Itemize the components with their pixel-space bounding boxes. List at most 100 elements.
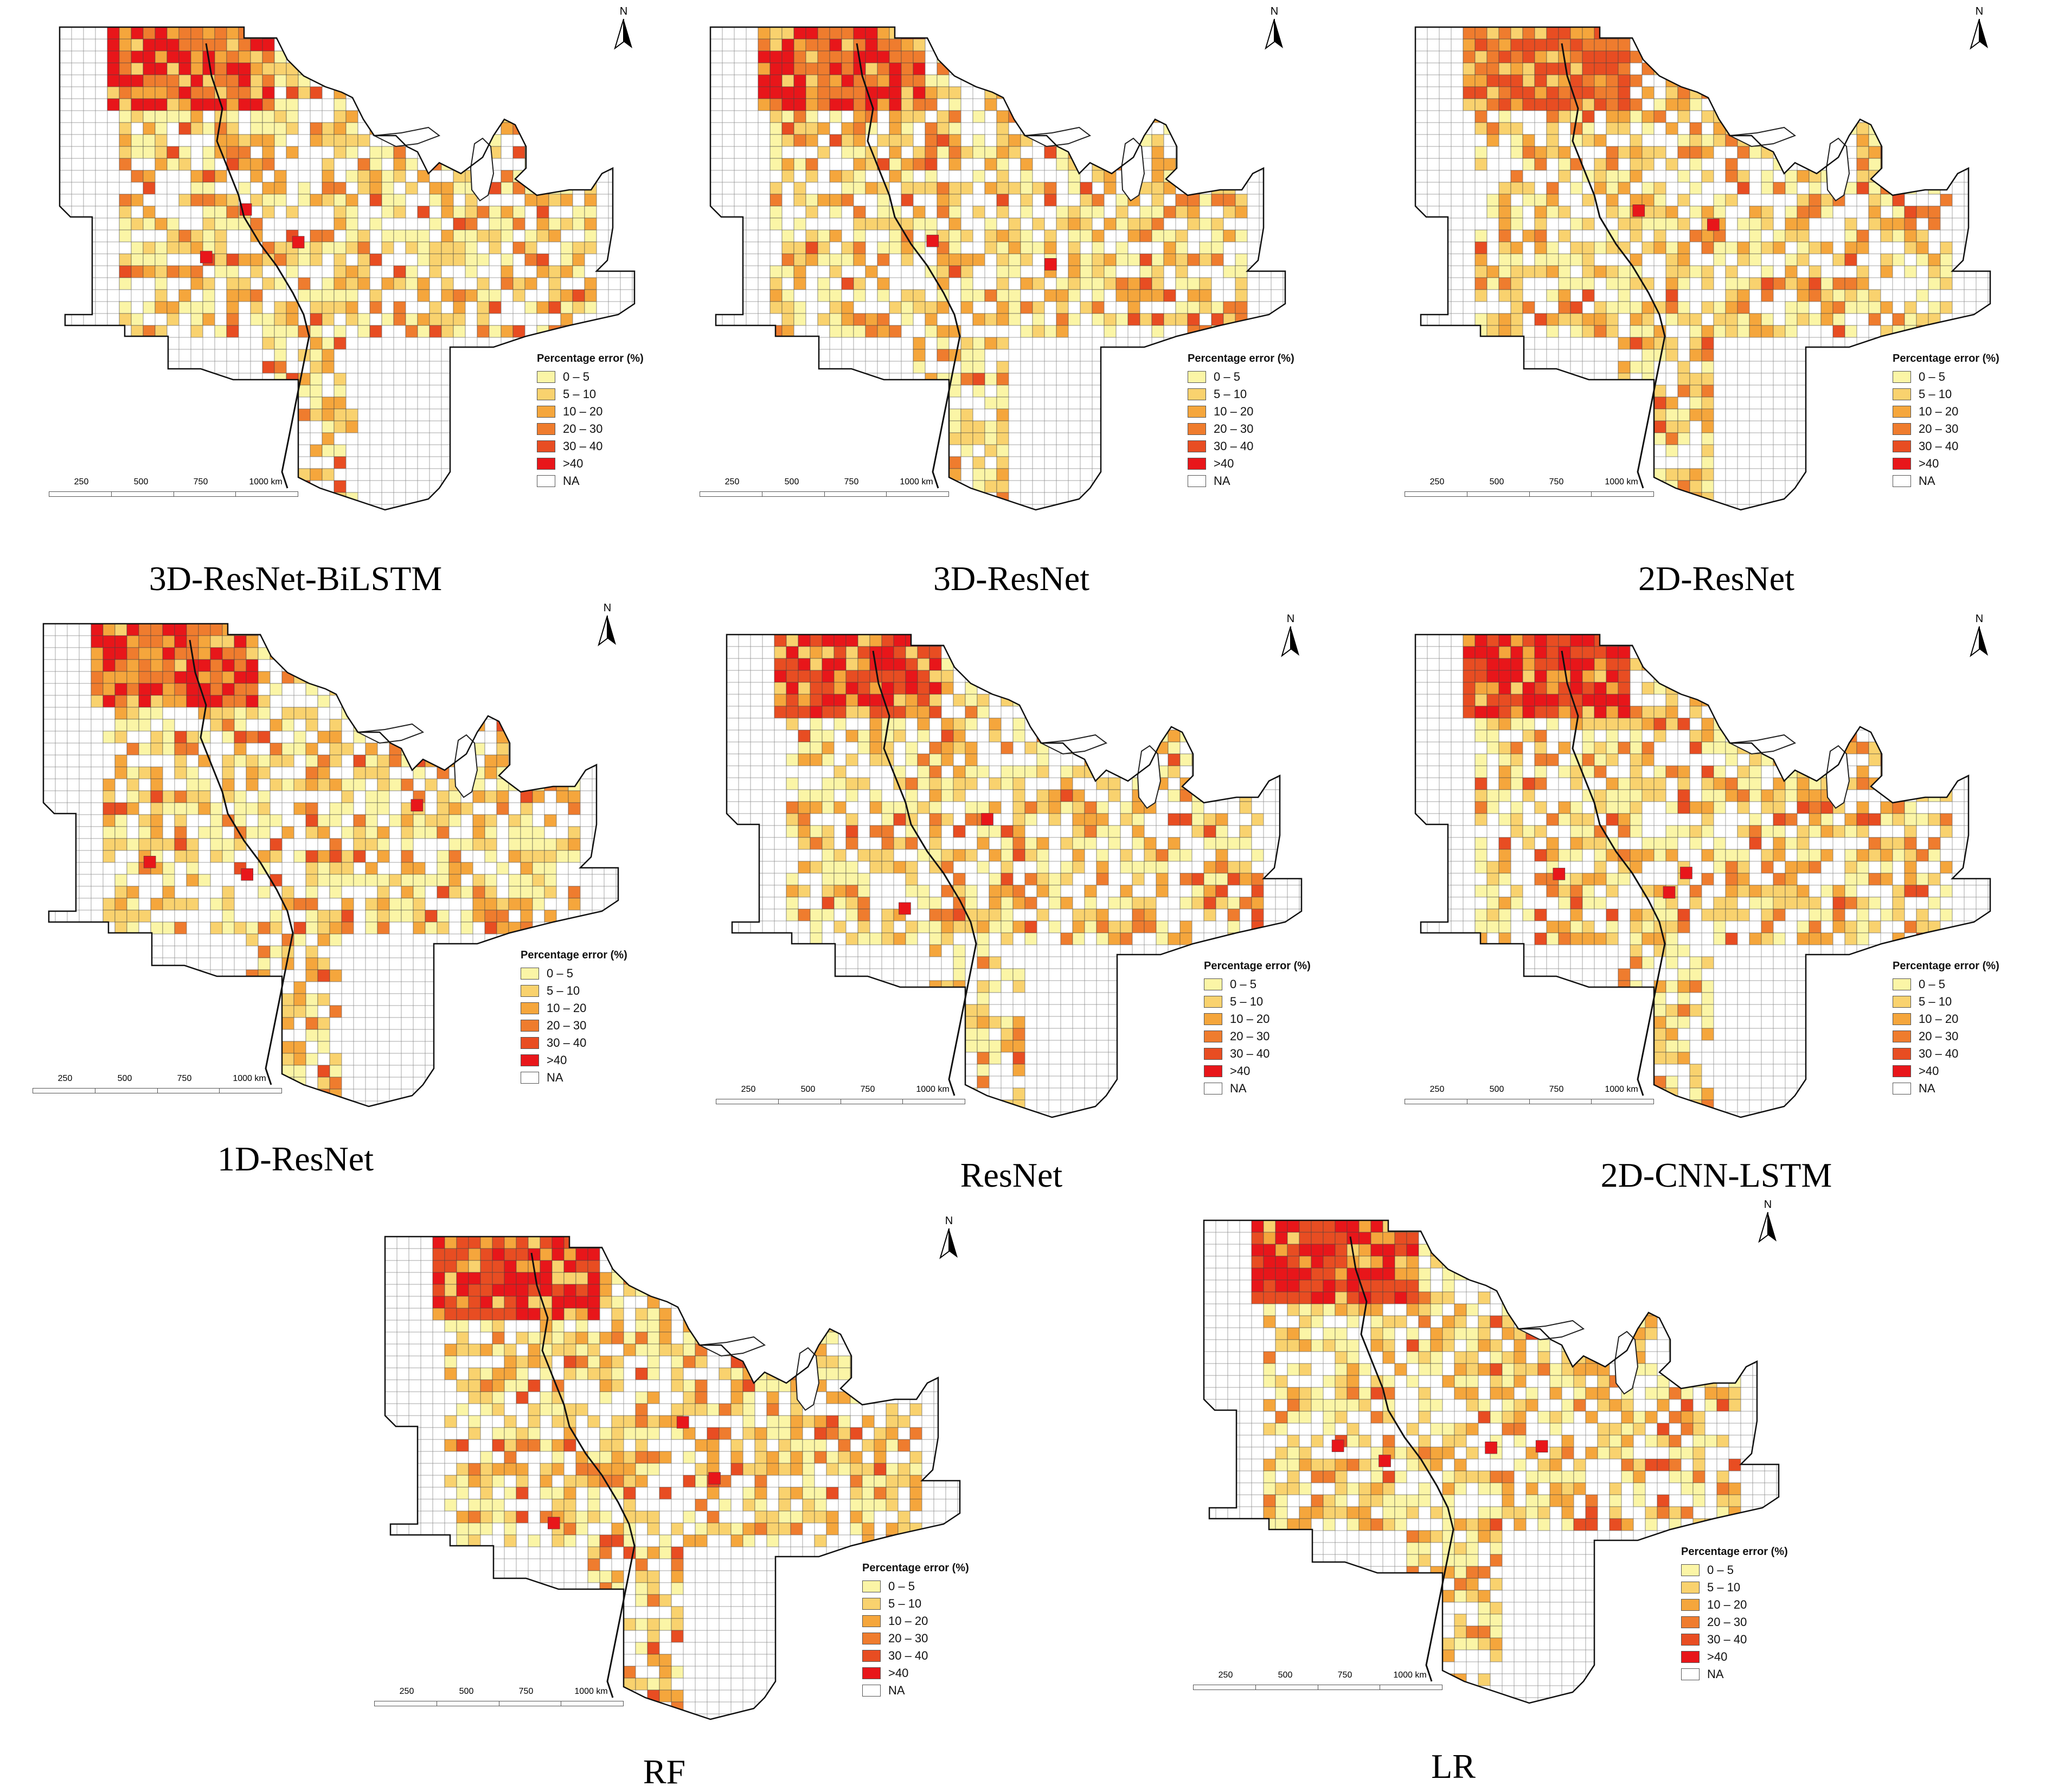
- legend-label: 20 – 30: [1230, 1029, 1269, 1044]
- legend-title: Percentage error (%): [521, 949, 627, 962]
- legend-swatch: [1188, 406, 1206, 418]
- legend-item: 10 – 20: [521, 1000, 627, 1017]
- legend-label: NA: [1707, 1667, 1724, 1681]
- legend-label: 30 – 40: [1707, 1633, 1747, 1647]
- legend-swatch: [862, 1615, 881, 1627]
- legend-item: NA: [521, 1069, 627, 1086]
- model-caption: 2D-ResNet: [1638, 559, 1794, 599]
- legend-label: 30 – 40: [563, 439, 602, 453]
- north-arrow-icon: [1969, 18, 1990, 50]
- legend-item: 0 – 5: [1188, 368, 1294, 386]
- north-arrow-icon: [1757, 1211, 1779, 1244]
- legend-label: NA: [888, 1684, 905, 1698]
- legend-swatch: [1893, 475, 1911, 487]
- model-caption: ResNet: [960, 1155, 1062, 1195]
- legend-swatch: [1893, 371, 1911, 383]
- north-arrow-icon: [938, 1227, 960, 1260]
- scale-tick-label: 750: [519, 1687, 534, 1697]
- legend-swatch: [1204, 978, 1222, 990]
- legend-item: 30 – 40: [1681, 1631, 1788, 1648]
- legend-item: 0 – 5: [1204, 976, 1311, 993]
- legend-label: NA: [1214, 474, 1230, 488]
- legend-swatch: [862, 1667, 881, 1679]
- legend-label: NA: [563, 474, 580, 488]
- legend-label: 20 – 30: [1707, 1615, 1747, 1629]
- legend-item: 20 – 30: [1681, 1614, 1788, 1631]
- legend-label: 5 – 10: [563, 387, 596, 401]
- legend-item: 20 – 30: [1188, 420, 1294, 438]
- scale-tick-label: 750: [1338, 1671, 1352, 1680]
- model-caption: 3D-ResNet: [933, 559, 1089, 599]
- legend-item: NA: [862, 1682, 969, 1699]
- legend-label: 5 – 10: [1707, 1580, 1740, 1595]
- legend-label: 30 – 40: [1919, 439, 1958, 453]
- scale-tick-label: 250: [1430, 477, 1445, 487]
- legend-swatch: [1893, 458, 1911, 470]
- scale-tick-label: 250: [725, 477, 740, 487]
- model-caption: RF: [643, 1752, 685, 1792]
- north-arrow: N: [1963, 5, 1996, 53]
- north-arrow-icon: [1280, 625, 1301, 658]
- legend-item: 20 – 30: [537, 420, 644, 438]
- legend-swatch: [1893, 1083, 1911, 1095]
- legend-label: 5 – 10: [1214, 387, 1247, 401]
- scale-tick-label: 1000 km: [900, 477, 933, 487]
- legend-item: NA: [1681, 1666, 1788, 1683]
- legend-item: >40: [1893, 455, 1999, 472]
- legend-swatch: [1188, 371, 1206, 383]
- legend-label: 5 – 10: [1919, 387, 1952, 401]
- legend-swatch: [1893, 1031, 1911, 1042]
- legend-swatch: [1188, 458, 1206, 470]
- legend-label: 20 – 30: [563, 422, 602, 436]
- scale-tick-label: 500: [801, 1085, 816, 1095]
- north-arrow: N: [1752, 1199, 1784, 1246]
- legend-item: >40: [1188, 455, 1294, 472]
- legend-item: 5 – 10: [1893, 993, 1999, 1010]
- legend-swatch: [1893, 388, 1911, 400]
- legend-label: 0 – 5: [1707, 1563, 1734, 1577]
- legend-label: 30 – 40: [547, 1036, 586, 1050]
- scale-tick-label: 1000 km: [233, 1074, 266, 1084]
- legend-swatch: [1893, 440, 1911, 452]
- legend-item: 30 – 40: [1188, 438, 1294, 455]
- legend-item: 30 – 40: [537, 438, 644, 455]
- legend-label: 0 – 5: [1919, 977, 1945, 991]
- legend-swatch: [1188, 475, 1206, 487]
- legend-swatch: [537, 423, 555, 435]
- north-arrow-icon: [613, 18, 634, 50]
- legend-item: 0 – 5: [521, 965, 627, 982]
- legend-item: 30 – 40: [521, 1034, 627, 1052]
- scale-tick-label: 250: [1430, 1085, 1445, 1095]
- legend-label: 0 – 5: [1919, 370, 1945, 384]
- north-label: N: [1274, 613, 1307, 625]
- scale-tick-label: 750: [1549, 1085, 1564, 1095]
- north-arrow: N: [1258, 5, 1291, 53]
- legend-title: Percentage error (%): [1893, 960, 1999, 972]
- legend-swatch: [1893, 423, 1911, 435]
- scale-tick-label: 500: [1278, 1671, 1293, 1680]
- legend-item: >40: [521, 1052, 627, 1069]
- legend-swatch: [1188, 440, 1206, 452]
- legend-swatch: [1188, 423, 1206, 435]
- legend-swatch: [1204, 1013, 1222, 1025]
- legend-label: 0 – 5: [547, 967, 573, 981]
- legend-label: >40: [563, 457, 583, 471]
- legend-label: 10 – 20: [888, 1614, 928, 1628]
- legend-label: 5 – 10: [888, 1597, 921, 1611]
- legend-swatch: [862, 1633, 881, 1644]
- legend-item: 20 – 30: [1893, 1028, 1999, 1045]
- legend-item: NA: [1893, 1080, 1999, 1097]
- north-label: N: [1752, 1199, 1784, 1211]
- legend-item: 5 – 10: [537, 386, 644, 403]
- north-arrow: N: [933, 1215, 965, 1263]
